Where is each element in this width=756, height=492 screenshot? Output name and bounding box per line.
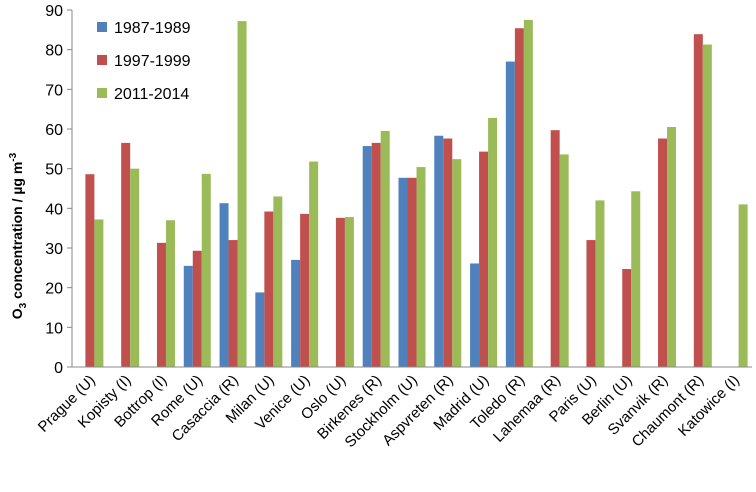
bar-2011-2014-0 — [94, 219, 104, 367]
y-axis-title-superscript: -3 — [8, 152, 19, 161]
bar-1987-1989-12 — [505, 61, 515, 368]
y-axis-title-part-2: concentration / µg m — [9, 162, 25, 303]
bar-1997-1999-3 — [192, 250, 202, 367]
y-axis-title-part-1: O — [9, 308, 25, 319]
bar-series-group — [85, 19, 748, 368]
bar-1987-1989-3 — [183, 265, 193, 367]
bar-1997-1999-17 — [693, 34, 703, 368]
bar-2011-2014-3 — [201, 173, 211, 367]
bar-1997-1999-0 — [85, 174, 95, 367]
bar-1987-1989-9 — [398, 177, 408, 367]
bar-2011-2014-2 — [165, 220, 175, 367]
y-tick-label: 20 — [45, 281, 63, 298]
y-tick-label: 90 — [45, 3, 63, 20]
y-axis-ticks: 0 10 20 30 40 50 60 70 80 90 — [45, 3, 72, 377]
y-tick-label: 40 — [45, 201, 63, 218]
bar-2011-2014-4 — [237, 21, 247, 368]
bar-2011-2014-16 — [667, 127, 677, 368]
bar-1987-1989-5 — [255, 292, 265, 367]
bar-1997-1999-9 — [407, 177, 417, 367]
y-tick-label: 70 — [45, 82, 63, 99]
y-tick-label: 80 — [45, 43, 63, 60]
bar-1987-1989-10 — [434, 135, 444, 367]
bar-1997-1999-6 — [300, 213, 310, 367]
y-tick-label: 60 — [45, 122, 63, 139]
bar-2011-2014-1 — [130, 168, 140, 367]
legend: 1987-1989 1997-1999 2011-2014 — [97, 20, 191, 103]
bar-1987-1989-11 — [470, 263, 480, 367]
y-axis-title: O3 concentration / µg m-3 — [8, 152, 29, 319]
legend-swatch — [97, 55, 107, 65]
y-tick-label: 0 — [54, 360, 63, 377]
legend-label: 1997-1999 — [114, 53, 191, 70]
bar-2011-2014-15 — [631, 191, 641, 367]
legend-label: 1987-1989 — [114, 20, 191, 37]
bar-2011-2014-10 — [452, 159, 462, 367]
bar-1987-1989-6 — [291, 259, 301, 367]
bar-2011-2014-14 — [595, 200, 605, 367]
bar-2011-2014-6 — [309, 161, 319, 367]
bar-2011-2014-17 — [702, 44, 712, 367]
axes — [71, 10, 752, 368]
legend-swatch — [97, 88, 107, 98]
bar-2011-2014-13 — [559, 154, 569, 367]
bar-1997-1999-14 — [586, 240, 596, 367]
bar-1997-1999-1 — [121, 142, 131, 367]
bar-2011-2014-12 — [523, 19, 533, 368]
bar-1987-1989-8 — [362, 146, 372, 367]
bar-2011-2014-8 — [380, 130, 390, 367]
bar-1997-1999-16 — [658, 138, 668, 367]
bar-1997-1999-5 — [264, 211, 274, 367]
legend-label: 2011-2014 — [114, 86, 189, 103]
bar-1987-1989-4 — [219, 203, 229, 367]
bar-1997-1999-10 — [443, 138, 453, 367]
bar-2011-2014-9 — [416, 167, 426, 367]
bar-1997-1999-12 — [514, 28, 524, 367]
bar-1997-1999-11 — [479, 151, 489, 367]
y-axis-title-subscript: 3 — [18, 302, 29, 308]
y-tick-label: 10 — [45, 320, 63, 337]
bar-2011-2014-11 — [488, 117, 498, 367]
x-axis-category-labels: Prague (U)Kopisty (I)Bottrop (I)Rome (U)… — [35, 372, 743, 451]
y-tick-label: 30 — [45, 241, 63, 258]
legend-swatch — [97, 22, 107, 32]
bar-2011-2014-18 — [738, 204, 748, 367]
bar-2011-2014-5 — [273, 196, 283, 367]
bar-1997-1999-8 — [371, 142, 381, 367]
bar-1997-1999-13 — [550, 130, 560, 367]
bar-1997-1999-7 — [335, 217, 345, 367]
y-tick-label: 50 — [45, 162, 63, 179]
bar-1997-1999-4 — [228, 240, 238, 367]
bar-1997-1999-15 — [622, 269, 632, 367]
bar-2011-2014-7 — [344, 217, 354, 367]
bar-1997-1999-2 — [156, 242, 166, 367]
